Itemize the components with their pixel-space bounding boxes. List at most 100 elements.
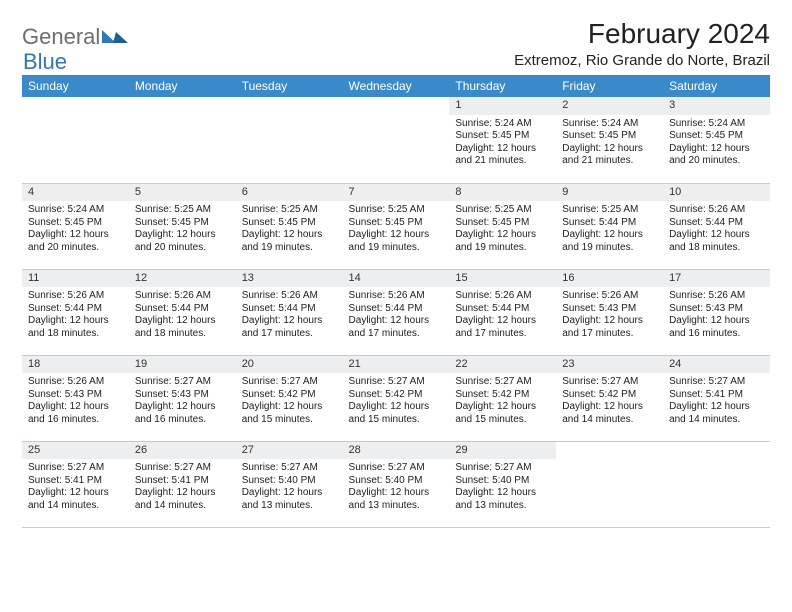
daylight-line-2: and 15 minutes. [242,414,337,427]
calendar-week-row: 4Sunrise: 5:24 AMSunset: 5:45 PMDaylight… [22,183,770,269]
daylight-line-1: Daylight: 12 hours [242,401,337,414]
day-details: Sunrise: 5:27 AMSunset: 5:41 PMDaylight:… [22,459,129,516]
day-details: Sunrise: 5:26 AMSunset: 5:44 PMDaylight:… [129,287,236,344]
sunset-line: Sunset: 5:44 PM [28,303,123,316]
day-number: 8 [449,184,556,202]
daylight-line-1: Daylight: 12 hours [562,401,657,414]
sunrise-line: Sunrise: 5:24 AM [562,118,657,131]
sunrise-line: Sunrise: 5:25 AM [242,204,337,217]
weekday-header: Saturday [663,75,770,97]
calendar-day-cell: 5Sunrise: 5:25 AMSunset: 5:45 PMDaylight… [129,183,236,269]
daylight-line-1: Daylight: 12 hours [669,315,764,328]
daylight-line-2: and 14 minutes. [28,500,123,513]
sunset-line: Sunset: 5:40 PM [455,475,550,488]
day-number: 11 [22,270,129,288]
day-details: Sunrise: 5:27 AMSunset: 5:42 PMDaylight:… [449,373,556,430]
daylight-line-2: and 13 minutes. [242,500,337,513]
day-number: 14 [343,270,450,288]
sunset-line: Sunset: 5:41 PM [28,475,123,488]
daylight-line-2: and 14 minutes. [669,414,764,427]
calendar-day-cell [129,97,236,183]
day-number [22,97,129,115]
day-details: Sunrise: 5:25 AMSunset: 5:45 PMDaylight:… [343,201,450,258]
sunrise-line: Sunrise: 5:26 AM [669,204,764,217]
sunset-line: Sunset: 5:44 PM [669,217,764,230]
calendar-day-cell: 20Sunrise: 5:27 AMSunset: 5:42 PMDayligh… [236,355,343,441]
day-number: 1 [449,97,556,115]
day-details: Sunrise: 5:26 AMSunset: 5:44 PMDaylight:… [449,287,556,344]
day-details: Sunrise: 5:26 AMSunset: 5:44 PMDaylight:… [236,287,343,344]
day-details: Sunrise: 5:24 AMSunset: 5:45 PMDaylight:… [449,115,556,172]
calendar-day-cell: 25Sunrise: 5:27 AMSunset: 5:41 PMDayligh… [22,441,129,527]
logo-text-blue: Blue [23,49,67,74]
sunset-line: Sunset: 5:45 PM [562,130,657,143]
weekday-header: Sunday [22,75,129,97]
sunrise-line: Sunrise: 5:26 AM [242,290,337,303]
calendar-day-cell: 10Sunrise: 5:26 AMSunset: 5:44 PMDayligh… [663,183,770,269]
daylight-line-1: Daylight: 12 hours [28,315,123,328]
sunset-line: Sunset: 5:45 PM [28,217,123,230]
daylight-line-1: Daylight: 12 hours [455,229,550,242]
day-details: Sunrise: 5:25 AMSunset: 5:45 PMDaylight:… [129,201,236,258]
location-subtitle: Extremoz, Rio Grande do Norte, Brazil [514,52,770,69]
day-number: 27 [236,442,343,460]
calendar-page: General February 2024 Extremoz, Rio Gran… [0,0,792,546]
day-details: Sunrise: 5:27 AMSunset: 5:40 PMDaylight:… [449,459,556,516]
sunrise-line: Sunrise: 5:27 AM [28,462,123,475]
daylight-line-2: and 17 minutes. [242,328,337,341]
sunset-line: Sunset: 5:40 PM [349,475,444,488]
day-details: Sunrise: 5:27 AMSunset: 5:42 PMDaylight:… [556,373,663,430]
daylight-line-2: and 14 minutes. [562,414,657,427]
daylight-line-1: Daylight: 12 hours [669,143,764,156]
title-block: February 2024 Extremoz, Rio Grande do No… [514,18,770,69]
calendar-day-cell [236,97,343,183]
day-number: 22 [449,356,556,374]
day-details: Sunrise: 5:26 AMSunset: 5:44 PMDaylight:… [663,201,770,258]
calendar-day-cell: 14Sunrise: 5:26 AMSunset: 5:44 PMDayligh… [343,269,450,355]
sunset-line: Sunset: 5:42 PM [455,389,550,402]
daylight-line-1: Daylight: 12 hours [562,143,657,156]
sunrise-line: Sunrise: 5:27 AM [669,376,764,389]
daylight-line-1: Daylight: 12 hours [242,487,337,500]
day-number [663,442,770,460]
daylight-line-1: Daylight: 12 hours [349,487,444,500]
calendar-week-row: 18Sunrise: 5:26 AMSunset: 5:43 PMDayligh… [22,355,770,441]
calendar-day-cell: 18Sunrise: 5:26 AMSunset: 5:43 PMDayligh… [22,355,129,441]
daylight-line-2: and 13 minutes. [349,500,444,513]
weekday-header: Wednesday [343,75,450,97]
daylight-line-2: and 17 minutes. [562,328,657,341]
daylight-line-1: Daylight: 12 hours [242,315,337,328]
sunrise-line: Sunrise: 5:26 AM [135,290,230,303]
daylight-line-2: and 17 minutes. [455,328,550,341]
daylight-line-1: Daylight: 12 hours [562,315,657,328]
sunrise-line: Sunrise: 5:26 AM [562,290,657,303]
day-number: 6 [236,184,343,202]
day-details: Sunrise: 5:26 AMSunset: 5:44 PMDaylight:… [22,287,129,344]
calendar-day-cell: 29Sunrise: 5:27 AMSunset: 5:40 PMDayligh… [449,441,556,527]
sunrise-line: Sunrise: 5:24 AM [669,118,764,131]
daylight-line-2: and 20 minutes. [28,242,123,255]
daylight-line-2: and 17 minutes. [349,328,444,341]
sunrise-line: Sunrise: 5:27 AM [349,376,444,389]
day-details: Sunrise: 5:26 AMSunset: 5:43 PMDaylight:… [663,287,770,344]
sunrise-line: Sunrise: 5:27 AM [455,462,550,475]
calendar-day-cell: 11Sunrise: 5:26 AMSunset: 5:44 PMDayligh… [22,269,129,355]
daylight-line-1: Daylight: 12 hours [135,315,230,328]
sunrise-line: Sunrise: 5:27 AM [455,376,550,389]
sunset-line: Sunset: 5:44 PM [242,303,337,316]
day-number: 21 [343,356,450,374]
sunset-line: Sunset: 5:41 PM [135,475,230,488]
daylight-line-2: and 21 minutes. [562,155,657,168]
sunrise-line: Sunrise: 5:25 AM [349,204,444,217]
calendar-day-cell: 17Sunrise: 5:26 AMSunset: 5:43 PMDayligh… [663,269,770,355]
day-number: 3 [663,97,770,115]
month-title: February 2024 [514,18,770,50]
calendar-day-cell: 24Sunrise: 5:27 AMSunset: 5:41 PMDayligh… [663,355,770,441]
daylight-line-2: and 16 minutes. [28,414,123,427]
daylight-line-2: and 21 minutes. [455,155,550,168]
calendar-day-cell: 1Sunrise: 5:24 AMSunset: 5:45 PMDaylight… [449,97,556,183]
daylight-line-2: and 19 minutes. [455,242,550,255]
calendar-day-cell: 6Sunrise: 5:25 AMSunset: 5:45 PMDaylight… [236,183,343,269]
daylight-line-2: and 20 minutes. [669,155,764,168]
sunrise-line: Sunrise: 5:27 AM [562,376,657,389]
